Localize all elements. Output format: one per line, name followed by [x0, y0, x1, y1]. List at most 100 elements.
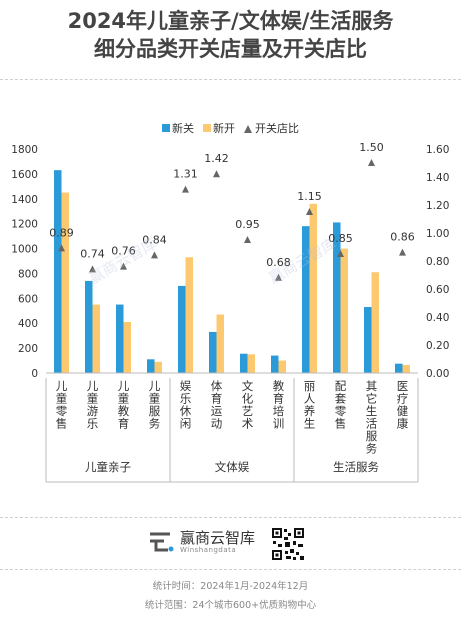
bar-open [154, 361, 162, 373]
bar-open [402, 364, 410, 373]
ratio-data-label: 1.31 [173, 168, 198, 181]
bar-open [309, 203, 317, 373]
y-right-tick-label: 1.00 [426, 228, 449, 240]
category-label: 文化艺术 [242, 379, 254, 431]
ratio-data-label: 0.86 [390, 231, 415, 244]
ratio-data-label: 0.95 [235, 218, 260, 231]
combo-chart: 0 200 400 600 800 1000 1200 1400 1600 1800 0.00 0.2… [11, 121, 449, 483]
qr-code-icon [271, 527, 305, 561]
bar-close [271, 355, 279, 373]
ratio-data-label: 0.68 [266, 256, 291, 269]
y-left-tick-label: 1200 [11, 219, 38, 231]
y-left-tick-label: 1800 [11, 144, 38, 156]
y-right-tick-label: 1.20 [426, 200, 449, 212]
ratio-marker [151, 251, 158, 259]
category-label: 体育运动 [211, 379, 223, 431]
category-label: 医疗健康 [397, 379, 409, 431]
legend-swatch-close [162, 124, 170, 132]
category-label: 儿童服务 [149, 379, 161, 431]
bar-close [333, 222, 341, 373]
bar-close [302, 226, 310, 373]
ratio-marker [89, 265, 96, 273]
stat-scope: 统计范围：24个城市600+优质购物中心 [144, 600, 317, 611]
top-divider [0, 79, 461, 80]
y-right-tick-label: 0.00 [426, 368, 449, 380]
y-right-tick-label: 1.40 [426, 172, 449, 184]
bar-close [395, 363, 403, 373]
bar-close [85, 280, 93, 373]
brand-name: 赢商云智库 [180, 529, 256, 547]
category-label: 丽人养生 [304, 379, 316, 431]
category-label: 儿童教育 [118, 379, 130, 431]
y-left-tick-label: 200 [18, 343, 38, 355]
group-label: 生活服务 [333, 460, 379, 474]
ratio-marker [399, 248, 406, 256]
ratio-marker [244, 236, 251, 243]
y-right-tick-label: 1.60 [426, 144, 449, 156]
bar-open [216, 314, 224, 373]
ratio-data-label: 0.85 [328, 232, 353, 245]
ratio-data-label: 0.76 [111, 245, 136, 258]
ratio-data-label: 1.15 [297, 190, 322, 203]
legend-marker-ratio [244, 125, 252, 133]
group-label: 儿童亲子 [85, 460, 131, 474]
legend-swatch-open [203, 124, 211, 132]
category-label: 儿童游乐 [87, 379, 99, 431]
ratio-data-label: 1.42 [204, 152, 229, 165]
y-right-tick-label: 0.20 [426, 340, 449, 352]
legend-label-close: 新关 [172, 121, 194, 135]
bar-open [371, 272, 379, 373]
bar-close [116, 304, 124, 373]
footer-divider-2 [0, 569, 461, 570]
brand-logo-icon [150, 532, 174, 552]
bar-open [340, 248, 348, 373]
category-label: 其它生活服务 [366, 379, 378, 456]
ratio-marker [306, 208, 313, 215]
y-left-tick-label: 1000 [11, 244, 38, 256]
ratio-marker [337, 250, 344, 257]
bar-open [185, 257, 193, 373]
bar-close [209, 331, 217, 373]
bar-open [123, 321, 131, 373]
chart-title-line2: 细分品类开关店量及开关店比 [94, 37, 367, 61]
bar-close [364, 307, 372, 373]
y-left-tick-label: 0 [31, 368, 38, 380]
bar-close [240, 353, 248, 373]
footer-divider [0, 517, 461, 518]
legend-label-open: 新开 [213, 121, 235, 135]
ratio-marker [213, 170, 220, 178]
y-right-tick-label: 0.60 [426, 284, 449, 296]
category-label: 儿童零售 [56, 379, 68, 431]
bar-open [247, 354, 255, 373]
ratio-marker [58, 244, 65, 252]
category-label: 配套零售 [335, 379, 347, 431]
y-left-tick-label: 800 [18, 268, 38, 280]
y-right-tick-label: 0.80 [426, 256, 449, 268]
ratio-data-label: 1.50 [359, 141, 384, 154]
ratio-marker [275, 273, 282, 281]
ratio-marker [182, 185, 189, 193]
bar-close [178, 285, 186, 373]
bar-close [147, 359, 155, 373]
legend-label-ratio: 开关店比 [255, 121, 299, 135]
bar-open [61, 192, 69, 373]
category-label: 娱乐休闲 [180, 379, 192, 431]
ratio-marker [368, 159, 375, 166]
y-left-tick-label: 1400 [11, 194, 38, 206]
group-label: 文体娱 [215, 460, 250, 474]
y-right-tick-label: 0.40 [426, 312, 449, 324]
y-left-tick-label: 400 [18, 318, 38, 330]
stat-time: 统计时间：2024年1月-2024年12月 [152, 581, 309, 592]
ratio-data-label: 0.89 [49, 226, 74, 239]
bar-open [278, 360, 286, 373]
category-label: 教育培训 [273, 379, 285, 431]
chart-title-line1: 2024年儿童亲子/文体娱/生活服务 [67, 9, 394, 33]
ratio-data-label: 0.74 [80, 247, 105, 260]
bar-open [92, 304, 100, 373]
y-left-tick-label: 600 [18, 293, 38, 305]
brand-subtitle: Winshangdata [180, 546, 237, 554]
bar-close [54, 170, 62, 373]
ratio-data-label: 0.84 [142, 233, 167, 246]
y-left-tick-label: 1600 [11, 169, 38, 181]
ratio-marker [120, 262, 127, 270]
